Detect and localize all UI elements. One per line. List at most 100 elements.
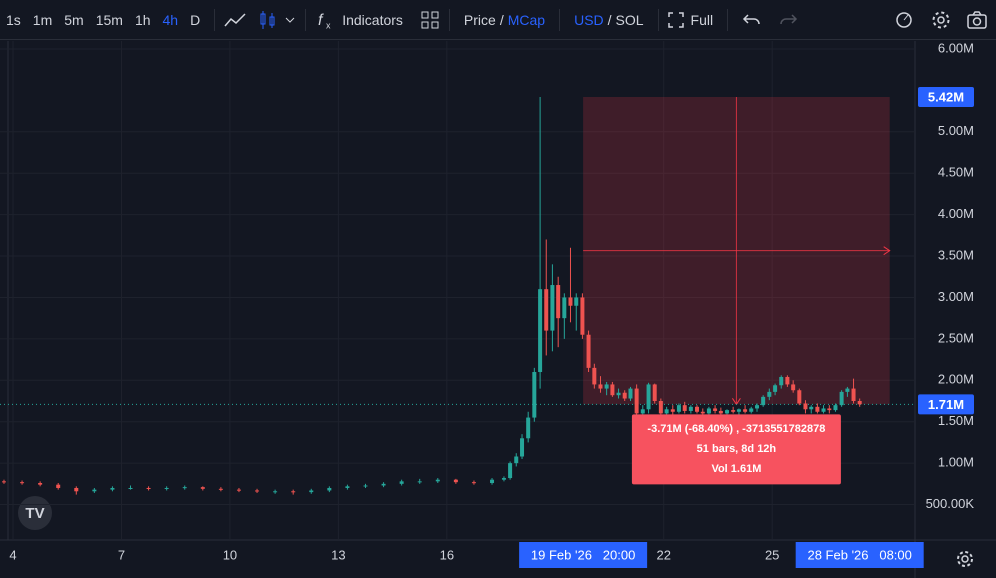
usd-toggle[interactable]: USD bbox=[574, 11, 604, 28]
candle-body bbox=[110, 487, 115, 490]
candle-body bbox=[797, 390, 802, 404]
candle-body bbox=[803, 403, 808, 410]
candle-icon[interactable] bbox=[257, 9, 279, 31]
svg-text:x: x bbox=[326, 20, 331, 30]
x-tick-label: 4 bbox=[9, 547, 16, 562]
candle-body bbox=[532, 372, 537, 418]
candle-body bbox=[706, 408, 711, 414]
undo-icon[interactable] bbox=[742, 11, 762, 29]
price-tag-label: 5.42M bbox=[928, 89, 964, 104]
interval[interactable]: 1h bbox=[134, 11, 151, 28]
candle-body bbox=[718, 410, 723, 414]
candle-body bbox=[755, 405, 760, 409]
candle-body bbox=[598, 384, 603, 389]
separator bbox=[727, 8, 729, 31]
candle-body bbox=[236, 489, 241, 491]
candle-body bbox=[809, 406, 814, 410]
candle-body bbox=[682, 405, 687, 411]
line-icon[interactable] bbox=[223, 11, 247, 29]
alert-icon[interactable] bbox=[894, 9, 916, 31]
candle-body bbox=[490, 479, 495, 484]
x-tick-label: 16 bbox=[440, 547, 454, 562]
candle-body bbox=[700, 411, 705, 414]
candle-body bbox=[857, 401, 862, 405]
separator bbox=[214, 8, 216, 31]
x-tick-label: 7 bbox=[118, 547, 125, 562]
candle-body bbox=[779, 376, 784, 386]
candle-body bbox=[200, 487, 205, 489]
candle-body bbox=[291, 491, 296, 493]
fullscreen-icon[interactable] bbox=[667, 11, 685, 29]
candle-body bbox=[791, 384, 796, 391]
arrow-head bbox=[883, 246, 891, 256]
layouts-icon[interactable] bbox=[419, 9, 441, 31]
time-tag-label: 19 Feb '26 20:00 bbox=[531, 547, 635, 562]
full-button[interactable]: Full bbox=[690, 11, 714, 28]
candle-body bbox=[713, 408, 718, 411]
candle-body bbox=[695, 406, 700, 412]
candle-body bbox=[785, 376, 790, 385]
svg-text:f: f bbox=[318, 12, 324, 29]
redo-icon[interactable] bbox=[778, 11, 798, 29]
dropdown-icon[interactable] bbox=[283, 13, 297, 27]
candle-body bbox=[743, 409, 748, 412]
candle-body bbox=[538, 289, 543, 373]
mcap-toggle[interactable]: MCap bbox=[507, 11, 546, 28]
interval[interactable]: 15m bbox=[95, 11, 123, 28]
candle-body bbox=[327, 487, 332, 491]
candle-body bbox=[399, 481, 404, 484]
candle-body bbox=[839, 391, 844, 406]
candle-body bbox=[688, 406, 693, 411]
measure-text: 51 bars, 8d 12h bbox=[697, 443, 777, 455]
interval[interactable]: 1s bbox=[6, 11, 21, 28]
candle-body bbox=[471, 482, 476, 484]
separator bbox=[559, 8, 561, 31]
candle-body bbox=[773, 385, 778, 392]
candle-body bbox=[622, 392, 627, 399]
candle-body bbox=[544, 289, 549, 331]
candle-body bbox=[182, 487, 187, 489]
y-tick-label: 2.50M bbox=[938, 330, 974, 345]
measure-tooltip bbox=[631, 414, 841, 485]
y-tick-label: 2.00M bbox=[938, 372, 974, 387]
candle-body bbox=[556, 285, 561, 319]
y-tick-label: 500.00K bbox=[926, 496, 975, 511]
candle-body bbox=[670, 409, 675, 412]
slash: / bbox=[499, 11, 504, 28]
time-tag-label: 28 Feb '26 08:00 bbox=[807, 547, 911, 562]
candle-body bbox=[845, 388, 850, 392]
candle-body bbox=[20, 482, 25, 484]
measure-text: Vol 1.61M bbox=[711, 463, 761, 475]
candle-body bbox=[520, 438, 525, 457]
price-tag bbox=[918, 86, 974, 107]
candle-body bbox=[309, 490, 314, 493]
candle-body bbox=[568, 297, 573, 306]
candle-body bbox=[363, 485, 368, 487]
candle-body bbox=[640, 409, 645, 414]
candle-body bbox=[1, 481, 6, 483]
sol-toggle[interactable]: SOL bbox=[615, 11, 644, 28]
candle-body bbox=[526, 417, 531, 439]
interval[interactable]: 5m bbox=[64, 11, 84, 28]
x-tick-label: 10 bbox=[223, 547, 237, 562]
y-tick-label: 3.00M bbox=[938, 289, 974, 304]
indicators-button[interactable]: Indicators bbox=[342, 11, 403, 28]
price-toggle[interactable]: Price bbox=[463, 11, 496, 28]
interval[interactable]: 4h bbox=[162, 11, 179, 28]
interval[interactable]: 1m bbox=[32, 11, 53, 28]
candle-body bbox=[550, 285, 555, 331]
candle-body bbox=[128, 487, 133, 489]
candle-body bbox=[658, 401, 663, 414]
candle-body bbox=[767, 391, 772, 397]
snapshot-icon[interactable] bbox=[966, 9, 988, 31]
candle-body bbox=[652, 384, 657, 402]
interval[interactable]: D bbox=[190, 11, 201, 28]
candle-body bbox=[616, 392, 621, 396]
candle-body bbox=[562, 297, 567, 319]
axis-settings-icon[interactable] bbox=[957, 551, 973, 567]
candle-body bbox=[731, 410, 736, 412]
candle-body bbox=[435, 479, 440, 482]
candle-body bbox=[514, 456, 519, 464]
settings-icon[interactable] bbox=[930, 9, 952, 31]
